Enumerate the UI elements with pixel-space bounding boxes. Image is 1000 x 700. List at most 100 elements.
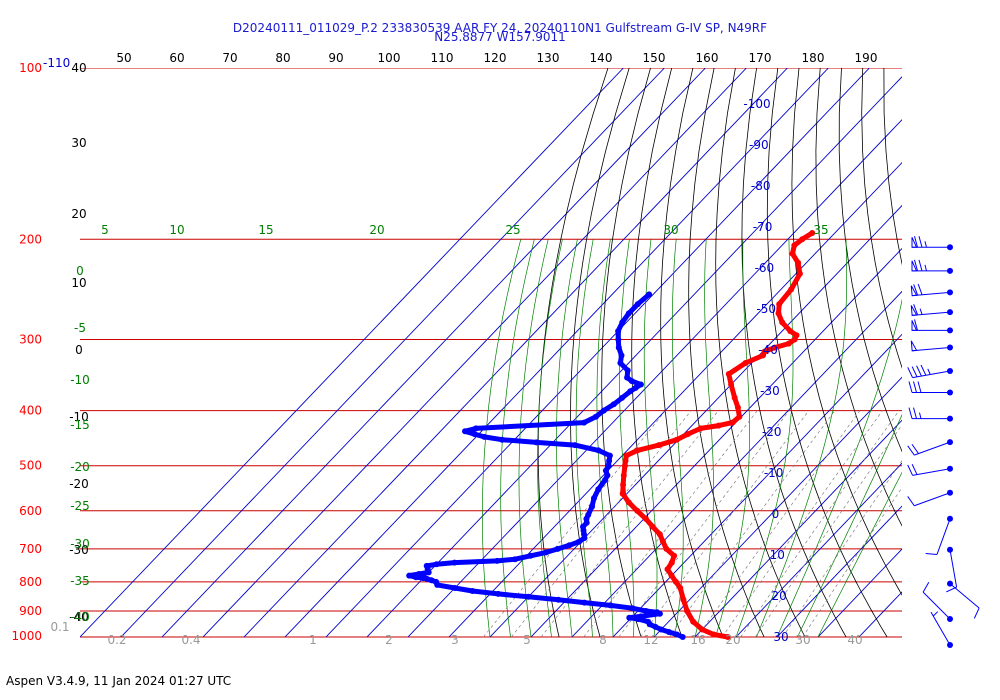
dewpoint-point bbox=[462, 428, 468, 435]
temperature-point bbox=[668, 572, 675, 579]
top-scale-label: 190 bbox=[855, 51, 878, 65]
moist-adiabat-left-label: 0 bbox=[76, 264, 84, 278]
dry-adiabat-label: 0 bbox=[75, 343, 83, 357]
moist-adiabat-left-label: -40 bbox=[70, 610, 90, 624]
wind-barb-full bbox=[911, 464, 918, 475]
wind-barb bbox=[907, 489, 953, 507]
dewpoint-point bbox=[554, 545, 561, 552]
dewpoint-point bbox=[605, 462, 612, 469]
dewpoint-point bbox=[481, 433, 488, 440]
wind-barb-full bbox=[908, 381, 913, 393]
dewpoint-point bbox=[624, 367, 631, 374]
isotherm-label: -100 bbox=[743, 97, 770, 111]
wind-barb-full bbox=[913, 304, 919, 316]
temperature-point bbox=[672, 578, 679, 585]
dewpoint-point bbox=[627, 388, 634, 395]
wind-barb bbox=[910, 340, 953, 352]
temperature-point bbox=[699, 626, 706, 633]
wind-barb-full bbox=[916, 365, 922, 377]
temperature-point bbox=[649, 523, 656, 530]
isotherm-line bbox=[776, 505, 902, 638]
dewpoint-point bbox=[606, 452, 613, 459]
dewpoint-point bbox=[533, 439, 540, 446]
moist-adiabat-line bbox=[776, 298, 902, 638]
pressure-label: 500 bbox=[19, 459, 42, 473]
dewpoint-point bbox=[591, 495, 597, 502]
dry-adiabat-line bbox=[883, 68, 902, 266]
wind-barb bbox=[911, 236, 953, 251]
isotherm-label: 0 bbox=[772, 507, 780, 521]
mixing-ratio-line bbox=[540, 410, 719, 638]
temperature-point bbox=[791, 336, 798, 343]
moist-adiabat-label: 30 bbox=[663, 223, 678, 237]
wind-barb-full bbox=[908, 407, 913, 419]
wind-barb-staff bbox=[936, 518, 951, 555]
isotherm-label: -60 bbox=[755, 261, 775, 275]
wind-barb-half bbox=[924, 241, 927, 248]
wind-barb-staff bbox=[912, 370, 951, 379]
isotherm-label: -40 bbox=[758, 343, 778, 357]
isotherm-label: -90 bbox=[749, 138, 769, 152]
temperature-point bbox=[779, 319, 786, 326]
moist-adiabat-label: 20 bbox=[369, 223, 384, 237]
dry-adiabat-label: -40 bbox=[69, 610, 89, 624]
dewpoint-point bbox=[607, 602, 614, 609]
temperature-point bbox=[619, 490, 626, 497]
sounding-profiles bbox=[406, 230, 816, 640]
dry-adiabat-line bbox=[905, 68, 1000, 637]
dewpoint-point bbox=[428, 577, 435, 584]
wind-barb bbox=[908, 381, 953, 396]
mixing-ratio-label: 16 bbox=[690, 633, 705, 647]
temperature-point bbox=[734, 404, 741, 411]
temperature-point bbox=[634, 507, 641, 514]
dewpoint-point bbox=[589, 503, 595, 510]
dry-adiabat-line bbox=[861, 68, 902, 369]
dry-adiabat-label: -10 bbox=[69, 410, 89, 424]
top-scale-label: 100 bbox=[378, 51, 401, 65]
wind-barb bbox=[910, 283, 953, 297]
wind-barb-full bbox=[917, 381, 922, 393]
dry-adiabat-label: 30 bbox=[71, 136, 86, 150]
mixing-ratio-line bbox=[740, 410, 900, 638]
temperature-point bbox=[623, 452, 630, 459]
isotherm-line bbox=[530, 247, 902, 638]
wind-barb-half bbox=[919, 308, 923, 315]
dewpoint-point bbox=[423, 575, 430, 582]
moist-adiabat-left-label: -35 bbox=[70, 574, 90, 588]
top-scale-label: 60 bbox=[169, 51, 184, 65]
dewpoint-point bbox=[652, 623, 659, 630]
dewpoint-point bbox=[406, 572, 413, 579]
temperature-point bbox=[625, 499, 632, 506]
temperature-point bbox=[620, 472, 627, 479]
wind-barb-flag bbox=[910, 305, 918, 316]
mixing-ratio-line bbox=[583, 410, 758, 638]
dewpoint-point bbox=[595, 486, 602, 493]
mixing-ratio-label: 2 bbox=[385, 633, 393, 647]
dewpoint-point bbox=[469, 588, 476, 594]
mixing-ratio-label: 0.1 bbox=[50, 620, 69, 634]
moist-adiabat-line bbox=[643, 239, 658, 638]
wind-barb-half bbox=[919, 412, 922, 419]
wind-barb-full bbox=[911, 366, 918, 378]
moist-adiabat-label: 25 bbox=[505, 223, 520, 237]
top-scale-label: 180 bbox=[802, 51, 825, 65]
temperature-point bbox=[620, 481, 627, 488]
wind-barb bbox=[947, 580, 980, 619]
wind-barb-full bbox=[907, 445, 915, 456]
dewpoint-point bbox=[646, 291, 653, 298]
mixing-ratio-line bbox=[755, 424, 902, 638]
temperature-point bbox=[776, 301, 783, 308]
dry-adiabat-line bbox=[715, 68, 806, 638]
dewpoint-point bbox=[595, 447, 602, 454]
top-scale-label: 130 bbox=[537, 51, 560, 65]
dry-adiabat-line bbox=[570, 68, 630, 638]
dry-adiabat-label: 20 bbox=[71, 207, 86, 221]
moist-adiabat-line bbox=[556, 239, 578, 638]
isotherm-line bbox=[858, 591, 902, 638]
temperature-point bbox=[728, 381, 735, 388]
top-left-isotherm-label: -110 bbox=[43, 56, 70, 70]
dewpoint-point bbox=[673, 631, 680, 638]
dewpoint-point bbox=[618, 352, 625, 359]
temperature-point bbox=[622, 457, 629, 464]
top-scale-label: 50 bbox=[116, 51, 131, 65]
